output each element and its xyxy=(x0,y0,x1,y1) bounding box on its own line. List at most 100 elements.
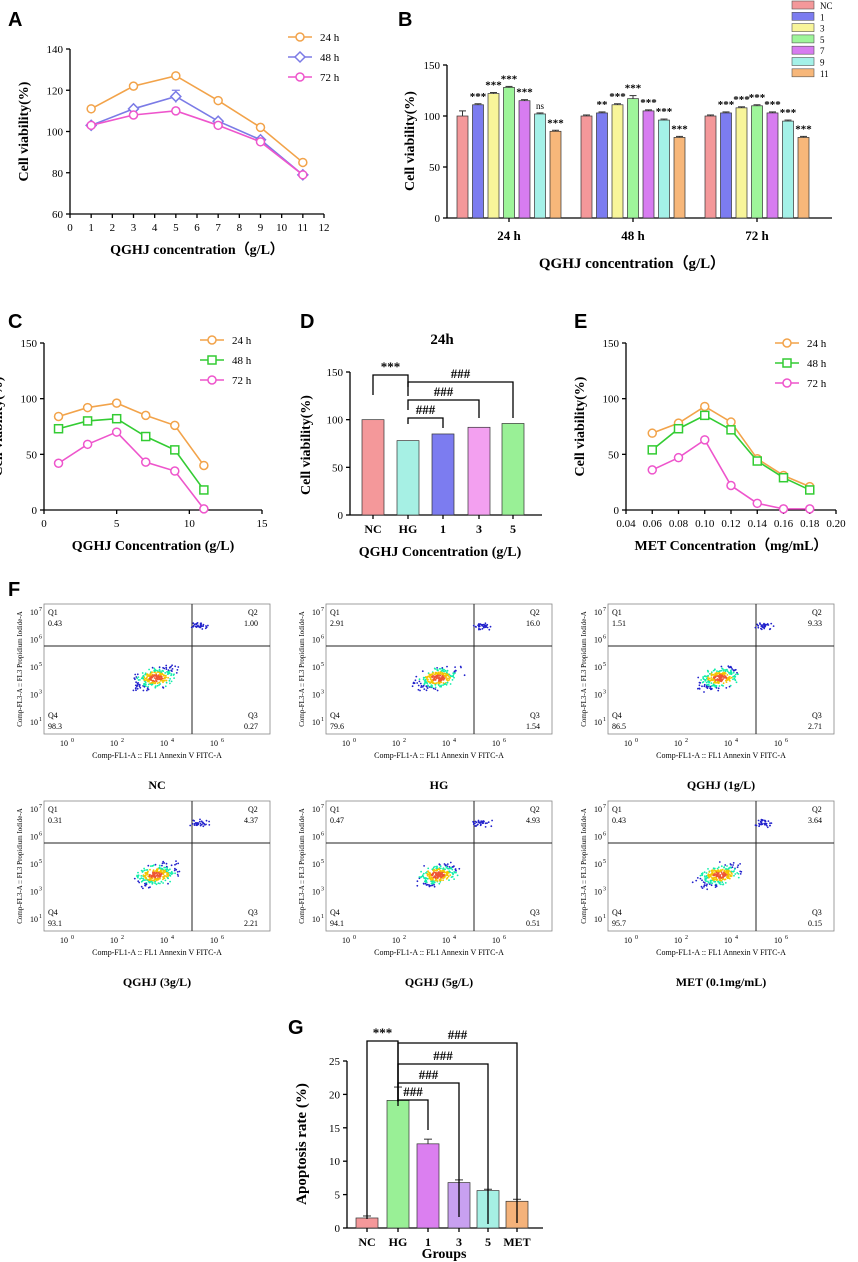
event-dot xyxy=(729,874,732,877)
event-dot xyxy=(445,865,448,868)
event-dot xyxy=(442,684,444,686)
q3-value: 2.21 xyxy=(244,919,258,928)
sig-bracket-nc-hg-text: *** xyxy=(381,359,401,374)
event-dot xyxy=(157,868,160,870)
event-dot xyxy=(426,687,429,689)
x-axis-label: QGHJ concentration（g/L） xyxy=(110,242,284,258)
event-dot xyxy=(169,875,172,877)
event-dot xyxy=(149,672,152,675)
event-dot xyxy=(154,863,157,866)
event-dot xyxy=(144,681,147,684)
event-dot xyxy=(145,882,148,884)
y-tick-exponent: 1 xyxy=(603,914,606,920)
event-dot xyxy=(432,672,435,674)
event-dot xyxy=(729,684,732,687)
event-dot xyxy=(422,678,425,681)
event-dot xyxy=(143,679,146,681)
event-dot xyxy=(431,873,434,876)
event-dot xyxy=(147,875,150,878)
event-dot xyxy=(756,623,759,626)
event-dot xyxy=(715,672,718,674)
x-tick-label: 10 xyxy=(184,518,196,530)
event-dot xyxy=(455,871,457,874)
event-dot xyxy=(170,665,172,668)
event-dot xyxy=(442,879,444,882)
event-dot xyxy=(709,879,712,882)
event-dot xyxy=(737,864,740,867)
y-tick-label: 25 xyxy=(329,1056,341,1068)
event-dot xyxy=(436,880,439,882)
y-tick-label: 150 xyxy=(424,60,441,72)
event-dot xyxy=(445,679,448,681)
y-tick-label: 100 xyxy=(603,394,620,406)
event-dot xyxy=(737,876,740,879)
event-dot xyxy=(205,819,208,822)
flow-caption: NC xyxy=(148,778,165,792)
legend-marker xyxy=(207,335,217,345)
flow-caption: QGHJ (5g/L) xyxy=(405,975,473,989)
flow-caption: HG xyxy=(430,778,449,792)
event-dot xyxy=(440,679,443,681)
event-dot xyxy=(165,668,168,670)
event-dot xyxy=(477,819,480,822)
y-tick-exponent: 6 xyxy=(603,635,606,641)
event-dot xyxy=(165,862,168,865)
event-dot xyxy=(165,681,168,684)
event-dot xyxy=(438,675,440,677)
q4-value: 79.6 xyxy=(330,722,344,731)
event-dot xyxy=(456,874,459,877)
panel-label-g: G xyxy=(288,1017,304,1039)
event-dot xyxy=(163,866,166,869)
event-dot xyxy=(716,875,719,878)
y-tick-exponent: 6 xyxy=(39,635,42,641)
q4-name: Q4 xyxy=(48,711,58,720)
event-dot xyxy=(437,673,440,675)
legend-swatch xyxy=(791,68,815,78)
data-point xyxy=(169,90,182,103)
flow-x-label: Comp-FL1-A :: FL1 Annexin V FITC-A xyxy=(656,751,786,760)
event-dot xyxy=(417,688,420,691)
event-dot xyxy=(718,879,721,881)
x-tick-label: 0.04 xyxy=(616,518,636,530)
event-dot xyxy=(740,870,743,873)
event-dot xyxy=(157,874,160,877)
event-dot xyxy=(135,676,138,678)
event-dot xyxy=(436,667,438,669)
x-tick-label: 1 xyxy=(440,522,446,536)
event-dot xyxy=(700,679,702,681)
event-dot xyxy=(153,878,156,881)
event-dot xyxy=(149,682,151,684)
event-dot xyxy=(449,867,452,870)
event-dot xyxy=(208,824,211,826)
event-dot xyxy=(729,680,731,682)
y-tick-exponent: 1 xyxy=(321,914,324,920)
event-dot xyxy=(163,871,165,873)
x-tick-label: 72 h xyxy=(745,228,769,243)
event-dot xyxy=(704,675,707,677)
event-dot xyxy=(762,624,765,626)
event-dot xyxy=(166,877,169,879)
event-dot xyxy=(163,875,166,877)
significance-label: *** xyxy=(501,73,518,85)
event-dot xyxy=(716,879,718,882)
series-line-72h xyxy=(58,431,205,510)
event-dot xyxy=(441,669,444,672)
legend-label: 72 h xyxy=(807,378,827,390)
event-dot xyxy=(487,821,490,824)
panel-label-d: D xyxy=(300,311,314,333)
event-dot xyxy=(698,687,701,690)
event-dot xyxy=(444,672,447,675)
y-tick-label: 10 xyxy=(30,608,38,617)
data-point xyxy=(298,157,308,168)
y-tick-label: 10 xyxy=(594,663,602,672)
event-dot xyxy=(458,867,461,870)
event-dot xyxy=(165,679,168,682)
legend-swatch xyxy=(791,12,815,21)
event-dot xyxy=(445,674,448,676)
event-dot xyxy=(439,677,442,680)
x-tick-exponent: 2 xyxy=(121,738,124,744)
data-point xyxy=(647,465,657,475)
event-dot xyxy=(438,871,441,873)
bar-48h-7 xyxy=(642,110,655,219)
